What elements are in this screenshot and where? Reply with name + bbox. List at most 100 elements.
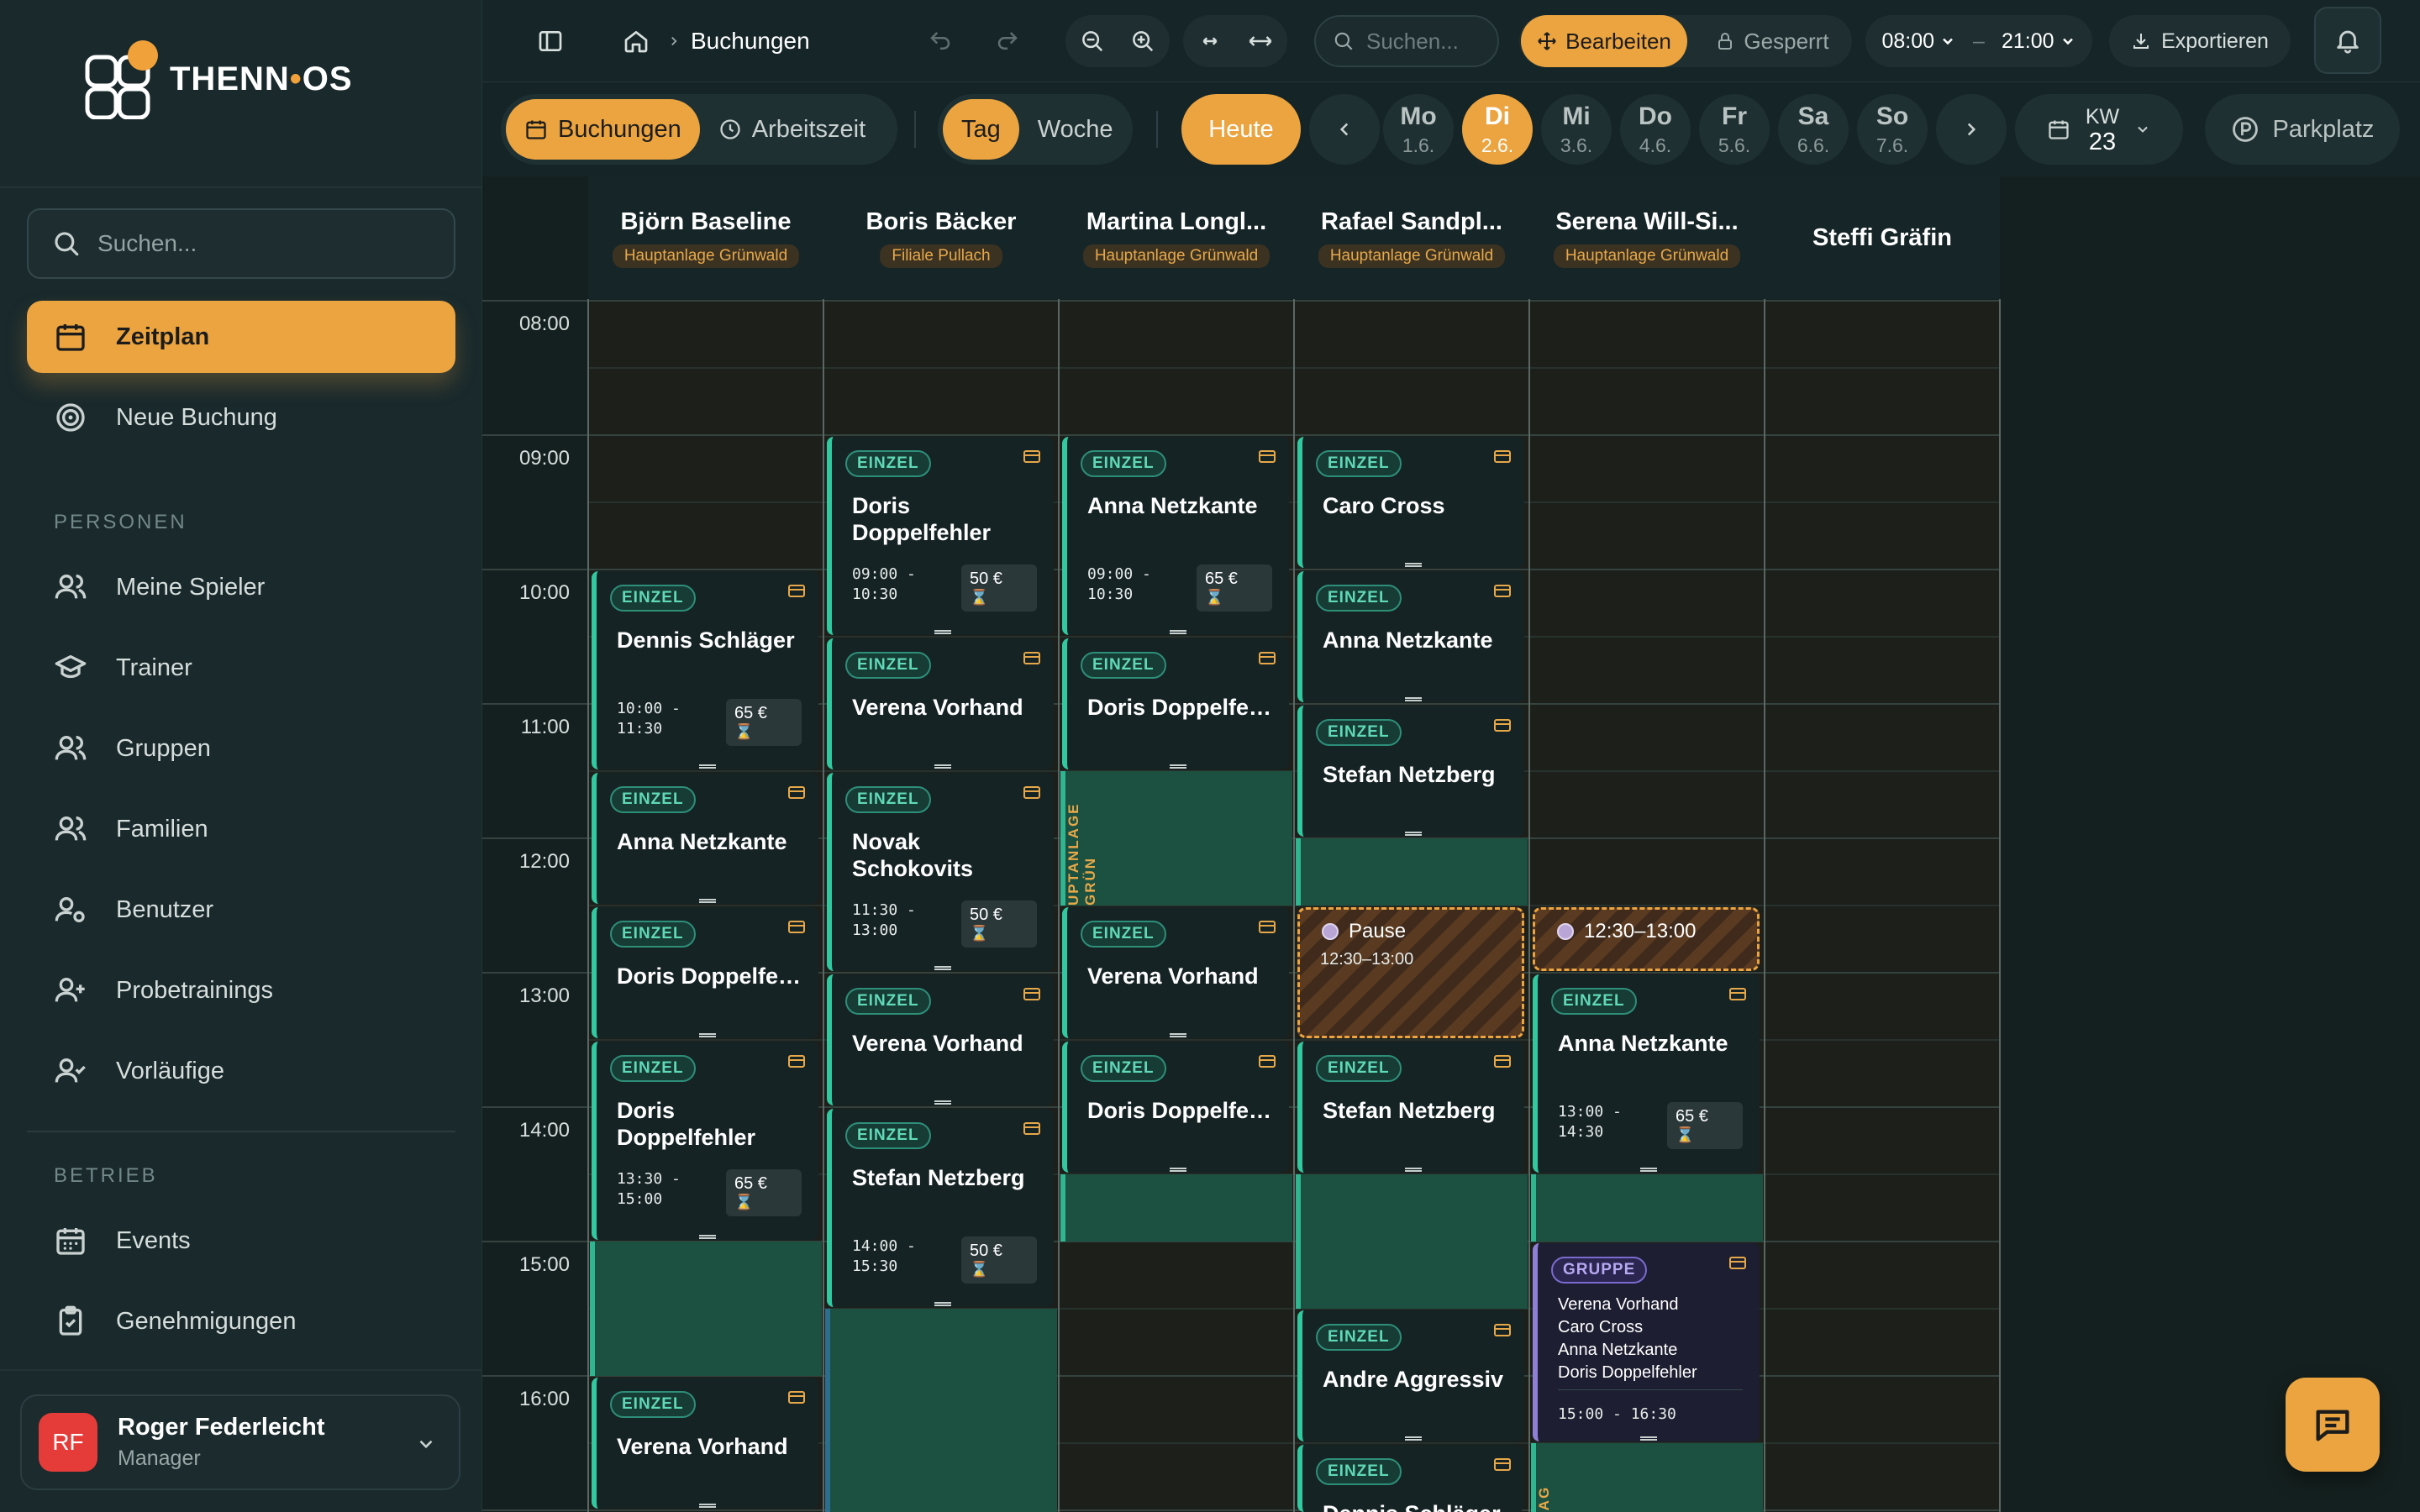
- undo-button[interactable]: [921, 15, 960, 67]
- available-slot[interactable]: [1060, 1174, 1292, 1242]
- prev-day-button[interactable]: [1309, 94, 1380, 165]
- resize-handle[interactable]: [1405, 832, 1422, 837]
- pause-block[interactable]: 12:30–13:00: [1533, 907, 1760, 971]
- booking-card[interactable]: EINZEL Anna Netzkante: [592, 773, 818, 904]
- available-slot[interactable]: [1296, 838, 1528, 906]
- booking-card[interactable]: EINZEL Verena Vorhand: [827, 638, 1054, 769]
- resize-handle[interactable]: [934, 1302, 951, 1307]
- resize-handle[interactable]: [1170, 1033, 1186, 1038]
- resize-handle[interactable]: [699, 1033, 716, 1038]
- booking-card[interactable]: EINZEL Novak Schokovits 11:30 - 13:00 50 € ⌛: [827, 773, 1054, 971]
- tab-buchungen[interactable]: Buchungen: [506, 99, 700, 160]
- day-mo[interactable]: Mo 1.6.: [1383, 94, 1454, 165]
- locked-mode-button[interactable]: Gesperrt: [1692, 15, 1852, 67]
- booking-card[interactable]: EINZEL Doris Doppelfehler 09:00 - 10:30 50 €…: [827, 437, 1054, 635]
- resize-handle[interactable]: [1170, 630, 1186, 635]
- sidebar-item-probetrainings[interactable]: Probetrainings: [27, 954, 455, 1026]
- resize-handle[interactable]: [934, 630, 951, 635]
- time-from-select[interactable]: 08:00: [1881, 29, 1935, 53]
- parking-button[interactable]: Parkplatz: [2205, 94, 2400, 165]
- resize-handle[interactable]: [1405, 697, 1422, 702]
- booking-card[interactable]: EINZEL Doris Doppelfeh...: [592, 907, 818, 1038]
- next-day-button[interactable]: [1936, 94, 2007, 165]
- home-button[interactable]: [617, 15, 655, 67]
- available-slot[interactable]: [1296, 1174, 1528, 1309]
- sidebar-item-familien[interactable]: Familien: [27, 793, 455, 865]
- day-sa[interactable]: Sa 6.6.: [1778, 94, 1849, 165]
- resize-handle[interactable]: [699, 899, 716, 904]
- user-menu[interactable]: RF Roger Federleicht Manager: [20, 1394, 460, 1490]
- sidebar-item-meine-spieler[interactable]: Meine Spieler: [27, 551, 455, 623]
- zoom-in-icon[interactable]: [1130, 29, 1155, 54]
- trainer-column-header[interactable]: Rafael Sandpl... Hauptanlage Grünwald: [1294, 176, 1529, 299]
- booking-card[interactable]: EINZEL Stefan Netzberg 14:00 - 15:30 50 € ⌛: [827, 1109, 1054, 1307]
- resize-handle[interactable]: [1640, 1168, 1657, 1173]
- resize-handle[interactable]: [934, 1100, 951, 1105]
- resize-handle[interactable]: [699, 1504, 716, 1509]
- view-day-button[interactable]: Tag: [943, 99, 1019, 160]
- resize-handle[interactable]: [1640, 1436, 1657, 1441]
- resize-handle[interactable]: [1405, 1436, 1422, 1441]
- trainer-column-header[interactable]: Boris Bäcker Filiale Pullach: [823, 176, 1059, 299]
- chat-button[interactable]: [2286, 1378, 2380, 1472]
- sidebar-item-vorlaeufige[interactable]: Vorläufige: [27, 1035, 455, 1107]
- day-di[interactable]: Di 2.6.: [1462, 94, 1533, 165]
- notifications-button[interactable]: [2314, 7, 2381, 74]
- sidebar-item-genehmigungen[interactable]: Genehmigungen: [27, 1285, 455, 1357]
- day-so[interactable]: So 7.6.: [1857, 94, 1928, 165]
- resize-handle[interactable]: [934, 966, 951, 971]
- booking-card[interactable]: EINZEL Caro Cross: [1297, 437, 1524, 568]
- week-picker[interactable]: KW 23: [2015, 94, 2183, 165]
- toggle-sidebar-button[interactable]: [531, 15, 570, 67]
- redo-button[interactable]: [988, 15, 1027, 67]
- resize-handle[interactable]: [1405, 1168, 1422, 1173]
- shrink-width-icon[interactable]: [1197, 29, 1223, 54]
- resize-handle[interactable]: [1170, 1168, 1186, 1173]
- booking-card[interactable]: EINZEL Verena Vorhand: [827, 974, 1054, 1105]
- export-button[interactable]: Exportieren: [2109, 15, 2291, 67]
- sidebar-item-neue-buchung[interactable]: Neue Buchung: [27, 381, 455, 454]
- sidebar-item-benutzer[interactable]: Benutzer: [27, 874, 455, 946]
- expand-width-icon[interactable]: [1248, 29, 1273, 54]
- trainer-column-header[interactable]: Björn Baseline Hauptanlage Grünwald: [588, 176, 823, 299]
- group-booking-card[interactable]: GRUPPE Verena Vorhand Caro Cross Anna Netzk…: [1533, 1243, 1760, 1441]
- edit-mode-button[interactable]: Bearbeiten: [1521, 15, 1687, 67]
- booking-card[interactable]: EINZEL Verena Vorhand: [592, 1378, 818, 1509]
- tab-arbeitszeit[interactable]: Arbeitszeit: [700, 99, 884, 160]
- day-fr[interactable]: Fr 5.6.: [1699, 94, 1770, 165]
- sidebar-item-gruppen[interactable]: Gruppen: [27, 712, 455, 785]
- available-slot[interactable]: [1531, 1443, 1763, 1512]
- available-slot[interactable]: [1531, 1174, 1763, 1242]
- resize-handle[interactable]: [1170, 764, 1186, 769]
- booking-card[interactable]: EINZEL Dennis Schläger: [1297, 1445, 1524, 1512]
- day-mi[interactable]: Mi 3.6.: [1541, 94, 1612, 165]
- day-do[interactable]: Do 4.6.: [1620, 94, 1691, 165]
- booking-card[interactable]: EINZEL Andre Aggressiv: [1297, 1310, 1524, 1441]
- resize-handle[interactable]: [1405, 563, 1422, 568]
- booking-card[interactable]: EINZEL Anna Netzkante 13:00 - 14:30 65 € ⌛: [1533, 974, 1760, 1173]
- booking-card[interactable]: EINZEL Dennis Schläger 10:00 - 11:30 65 € ⌛: [592, 571, 818, 769]
- resize-handle[interactable]: [934, 764, 951, 769]
- trainer-column-header[interactable]: Martina Longl... Hauptanlage Grünwald: [1059, 176, 1294, 299]
- booking-card[interactable]: EINZEL Doris Doppelfeh...: [1062, 1042, 1289, 1173]
- booking-card[interactable]: EINZEL Stefan Netzberg: [1297, 1042, 1524, 1173]
- sidebar-item-zeitplan[interactable]: Zeitplan: [27, 301, 455, 373]
- zoom-out-icon[interactable]: [1080, 29, 1105, 54]
- pause-block[interactable]: Pause 12:30–13:00: [1297, 907, 1524, 1038]
- available-slot[interactable]: [1060, 771, 1292, 906]
- sidebar-search-input[interactable]: Suchen...: [27, 208, 455, 279]
- sidebar-item-trainer[interactable]: Trainer: [27, 632, 455, 704]
- booking-card[interactable]: EINZEL Anna Netzkante 09:00 - 10:30 65 € ⌛: [1062, 437, 1289, 635]
- time-to-select[interactable]: 21:00: [2001, 29, 2054, 53]
- booking-card[interactable]: EINZEL Anna Netzkante: [1297, 571, 1524, 702]
- sidebar-item-events[interactable]: Events: [27, 1205, 455, 1277]
- booking-card[interactable]: EINZEL Doris Doppelfeh...: [1062, 638, 1289, 769]
- trainer-column-header[interactable]: Serena Will-Si... Hauptanlage Grünwald: [1529, 176, 1765, 299]
- booking-card[interactable]: EINZEL Verena Vorhand: [1062, 907, 1289, 1038]
- available-slot[interactable]: [825, 1309, 1057, 1512]
- available-slot[interactable]: [590, 1242, 822, 1376]
- breadcrumb-current[interactable]: Buchungen: [691, 28, 810, 54]
- today-button[interactable]: Heute: [1181, 94, 1301, 165]
- view-week-button[interactable]: Woche: [1037, 115, 1113, 143]
- booking-card[interactable]: EINZEL Stefan Netzberg: [1297, 706, 1524, 837]
